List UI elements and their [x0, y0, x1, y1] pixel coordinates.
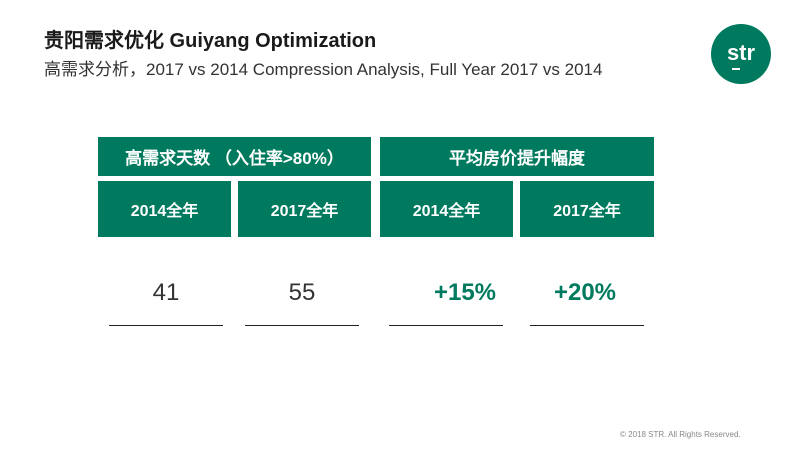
value-2017-adr: +20% [553, 279, 617, 306]
str-logo: str [711, 24, 771, 84]
underline-2017-days [245, 325, 359, 326]
page-title: 贵阳需求优化 Guiyang Optimization [44, 30, 377, 52]
value-2014-days: 41 [152, 279, 180, 306]
column-header-2014-days: 2014全年 [98, 181, 231, 237]
group-header-compression-days: 高需求天数 （入住率>80%） [98, 137, 371, 176]
underline-2017-adr [530, 325, 644, 326]
column-header-2017-adr: 2017全年 [520, 181, 654, 237]
logo-text: str [726, 40, 756, 65]
value-2014-adr: +15% [433, 279, 497, 306]
underline-2014-days [109, 325, 223, 326]
column-header-2017-days: 2017全年 [238, 181, 371, 237]
value-2017-days: 55 [288, 279, 316, 306]
underline-2014-adr [389, 325, 503, 326]
page-subtitle: 高需求分析，2017 vs 2014 Compression Analysis,… [44, 60, 603, 79]
column-header-2014-adr: 2014全年 [380, 181, 513, 237]
logo-underline [732, 68, 740, 70]
copyright-footer: © 2018 STR. All Rights Reserved. [620, 430, 741, 439]
group-header-adr-uplift: 平均房价提升幅度 [380, 137, 654, 176]
